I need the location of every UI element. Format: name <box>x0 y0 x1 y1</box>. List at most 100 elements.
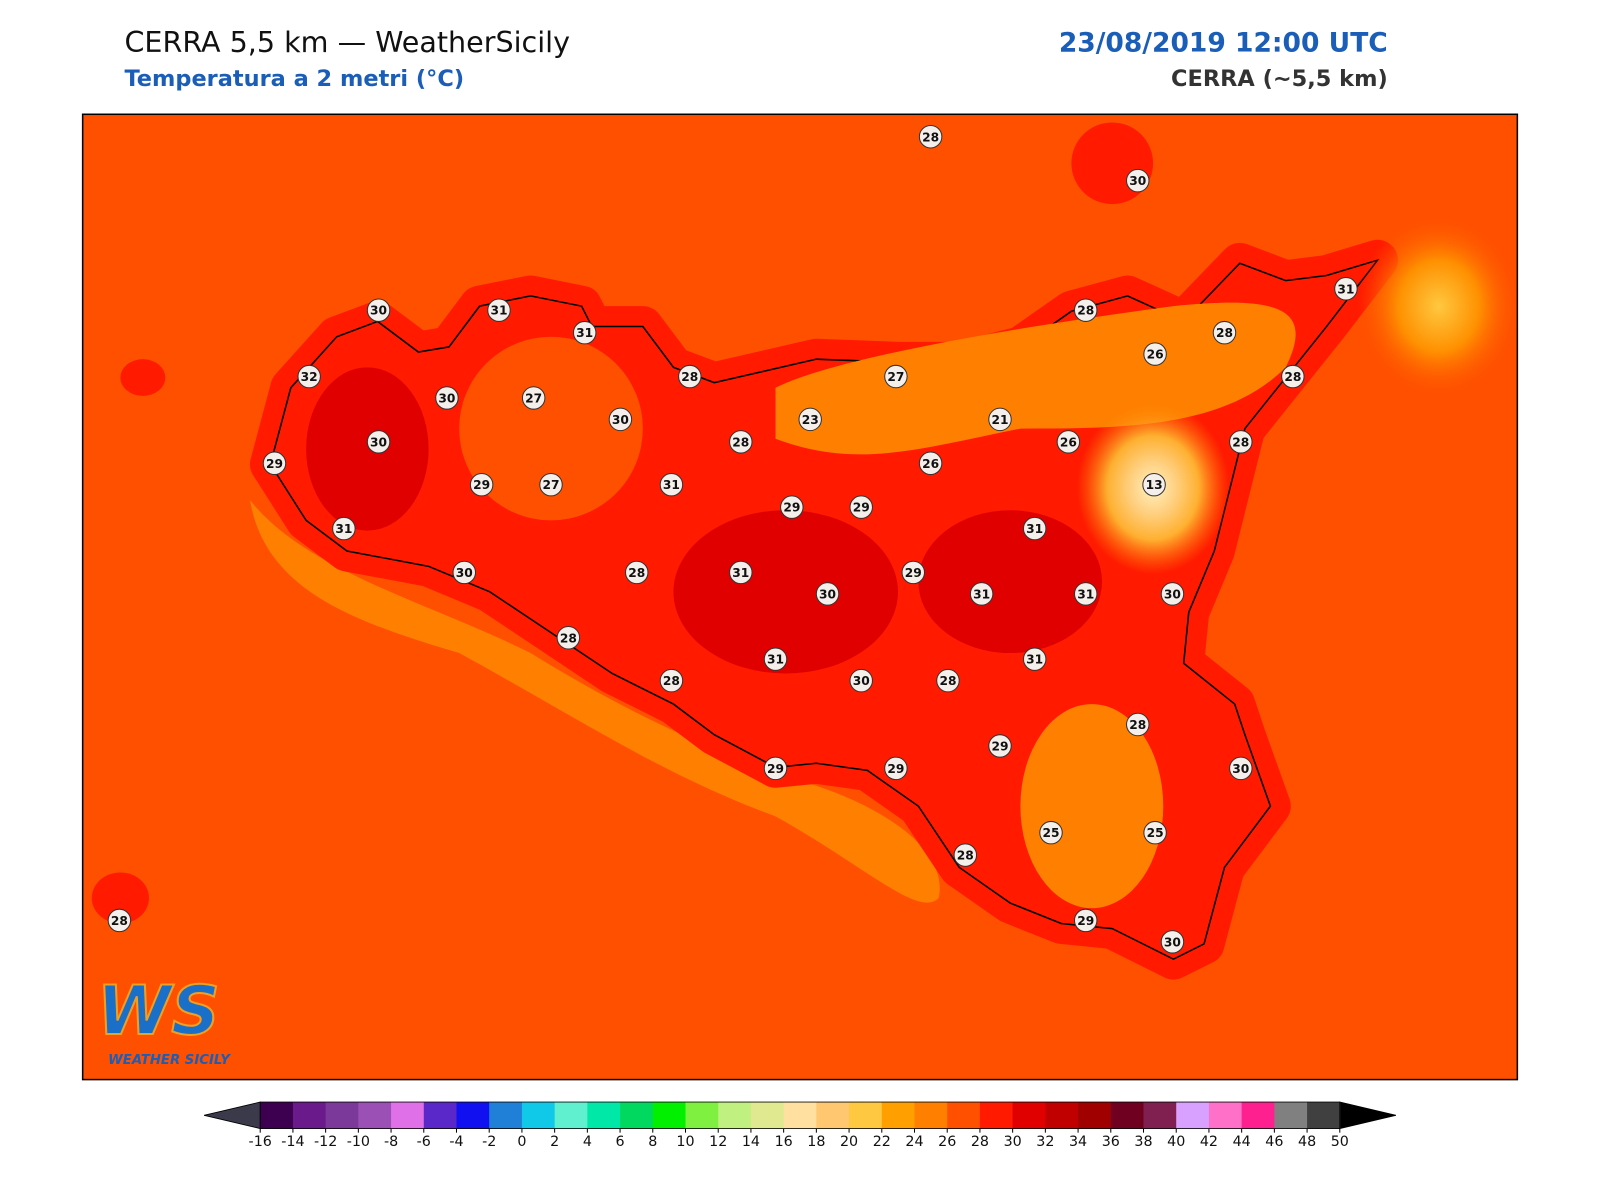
station: 29 <box>763 756 788 781</box>
station-value: 31 <box>767 653 784 667</box>
station-value: 28 <box>732 435 749 449</box>
colorbar-segment <box>358 1102 392 1129</box>
station-value: 29 <box>853 501 870 515</box>
station-value: 28 <box>957 849 974 863</box>
station: 26 <box>1056 430 1081 454</box>
station-value: 13 <box>1146 478 1163 492</box>
colorbar-segment <box>750 1102 785 1129</box>
hot-zone <box>306 367 429 531</box>
colorbar-tick-label: 46 <box>1265 1134 1283 1150</box>
station-value: 31 <box>335 522 352 536</box>
station-value: 28 <box>681 370 698 384</box>
station-value: 28 <box>1216 326 1233 340</box>
station-marker <box>763 647 788 671</box>
station: 28 <box>1229 430 1253 454</box>
station-value: 32 <box>301 370 318 384</box>
station-marker <box>936 668 960 693</box>
colorbar-tick-label: -16 <box>249 1134 272 1150</box>
station-marker <box>780 495 804 519</box>
station: 27 <box>539 472 563 497</box>
station-marker <box>297 364 321 389</box>
station-value: 29 <box>991 739 1008 753</box>
station-value: 26 <box>1147 348 1164 362</box>
station-value: 30 <box>1164 935 1181 949</box>
station-marker <box>1073 298 1098 322</box>
station: 31 <box>1022 647 1047 671</box>
colorbar-segment <box>652 1102 687 1129</box>
colorbar-tick-label: -12 <box>314 1134 337 1150</box>
station: 29 <box>901 560 925 585</box>
colorbar-tick-label: 0 <box>517 1134 526 1150</box>
station: 27 <box>521 386 546 410</box>
station-marker <box>366 430 391 454</box>
station-value: 29 <box>887 762 904 776</box>
station-value: 31 <box>1026 522 1043 536</box>
station-marker <box>539 472 563 497</box>
station-value: 29 <box>1077 914 1094 928</box>
colorbar-segment <box>1241 1102 1275 1129</box>
station-marker <box>1073 582 1098 606</box>
logo-text: WEATHER SICILY <box>108 1053 231 1068</box>
station-value: 29 <box>783 501 800 515</box>
station-marker <box>556 626 581 650</box>
station-marker <box>1229 756 1253 781</box>
colorbar-tick-label: 4 <box>583 1134 592 1150</box>
colorbar-segment <box>685 1102 719 1129</box>
station-value: 29 <box>266 457 283 471</box>
colorbar-segment <box>1274 1102 1308 1129</box>
colorbar-tick-label: -2 <box>482 1134 496 1150</box>
station-marker <box>625 560 649 585</box>
station-marker <box>608 407 633 432</box>
island <box>120 359 166 396</box>
colorbar-segment <box>1176 1102 1210 1129</box>
station: 31 <box>487 298 511 322</box>
station-value: 21 <box>991 413 1008 427</box>
station: 28 <box>1212 320 1237 345</box>
station-marker <box>1143 820 1167 845</box>
colorbar-frame <box>259 1101 1341 1129</box>
station: 29 <box>849 495 873 519</box>
colorbar-segment <box>292 1102 327 1129</box>
station-value: 31 <box>1337 282 1354 296</box>
station: 28 <box>625 560 649 585</box>
station-marker <box>918 125 943 149</box>
station: 31 <box>572 320 597 345</box>
colorbar: -16 -14 -12 -10 -8 -6 -4 -2 0 2 4 6 8 10 12 14 16 18 20 22 2… <box>203 1101 1397 1150</box>
hot-zone <box>673 510 898 674</box>
station-value: 30 <box>853 674 870 688</box>
station-marker <box>815 582 840 606</box>
station-marker <box>1212 320 1237 345</box>
cool-zone <box>459 336 643 521</box>
station: 30 <box>1229 756 1253 781</box>
colorbar-segment <box>849 1102 883 1129</box>
colorbar-segment <box>325 1102 359 1129</box>
station-value: 31 <box>490 304 507 318</box>
colorbar-segment <box>783 1102 817 1129</box>
colorbar-segment <box>947 1102 981 1129</box>
station-marker <box>1039 820 1063 845</box>
station-value: 27 <box>543 478 560 492</box>
station-marker <box>849 668 873 693</box>
colorbar-segment <box>423 1102 458 1129</box>
station: 13 <box>1142 472 1166 497</box>
colorbar-tick-label: 16 <box>775 1134 793 1150</box>
station-marker <box>659 668 684 693</box>
colorbar-tick-label: 18 <box>807 1134 825 1150</box>
colorbar-segment <box>620 1102 654 1129</box>
station-value: 28 <box>1232 435 1249 449</box>
colorbar-tick-label: 32 <box>1036 1134 1054 1150</box>
colorbar-tick-label: -6 <box>417 1134 431 1150</box>
station: 30 <box>1126 168 1150 193</box>
station: 30 <box>435 386 459 410</box>
station: 28 <box>659 668 684 693</box>
station-value: 28 <box>111 914 128 928</box>
station-marker <box>1126 712 1150 737</box>
colorbar-tick-label: 34 <box>1069 1134 1087 1150</box>
station: 29 <box>988 734 1012 758</box>
station: 31 <box>763 647 788 671</box>
station-value: 28 <box>1129 718 1146 732</box>
colorbar-tick-label: 10 <box>676 1134 694 1150</box>
station: 27 <box>884 364 908 389</box>
station: 32 <box>297 364 321 389</box>
